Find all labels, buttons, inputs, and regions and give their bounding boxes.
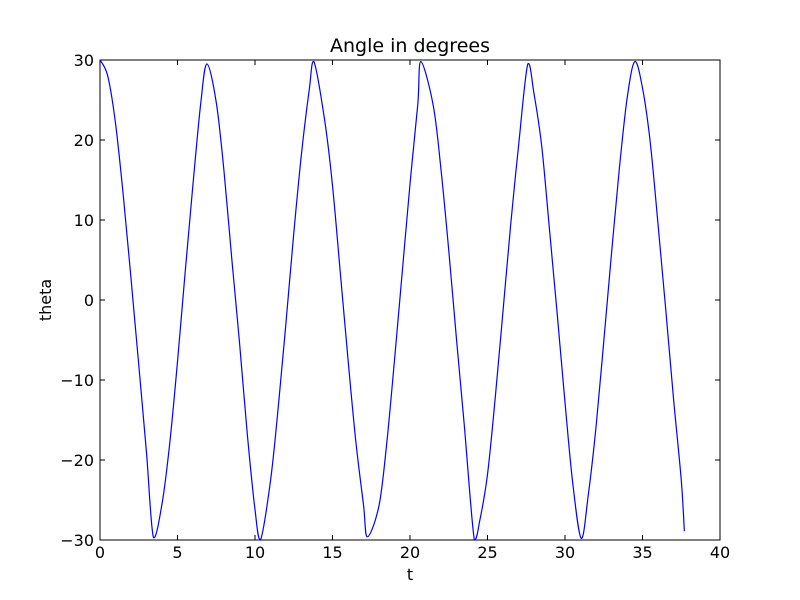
series-layer	[99, 59, 685, 541]
plot-area-frame	[99, 59, 721, 541]
y-tick-label: 10	[74, 211, 94, 230]
x-tick-label: 25	[477, 543, 497, 562]
y-tick-label: 30	[74, 51, 94, 70]
x-tick-label: 0	[95, 543, 105, 562]
chart-title: Angle in degrees	[330, 35, 490, 57]
axis-ticks: 0 5 10 15 20 25 30 35 40 −30 −20 −10 0 10 20 30	[60, 51, 730, 562]
x-tick-label: 5	[172, 543, 182, 562]
y-axis-label: theta	[36, 279, 55, 321]
y-tick-label: −10	[60, 371, 94, 390]
series-line-theta	[99, 59, 685, 541]
y-tick-label: 0	[84, 291, 94, 310]
x-axis-label: t	[407, 565, 413, 584]
y-tick-label: −30	[60, 531, 94, 550]
x-tick-label: 35	[632, 543, 652, 562]
x-tick-label: 10	[245, 543, 265, 562]
y-tick-label: −20	[60, 451, 94, 470]
y-tick-label: 20	[74, 131, 94, 150]
x-tick-label: 30	[555, 543, 575, 562]
x-tick-label: 40	[710, 543, 730, 562]
x-tick-label: 15	[322, 543, 342, 562]
x-tick-label: 20	[400, 543, 420, 562]
